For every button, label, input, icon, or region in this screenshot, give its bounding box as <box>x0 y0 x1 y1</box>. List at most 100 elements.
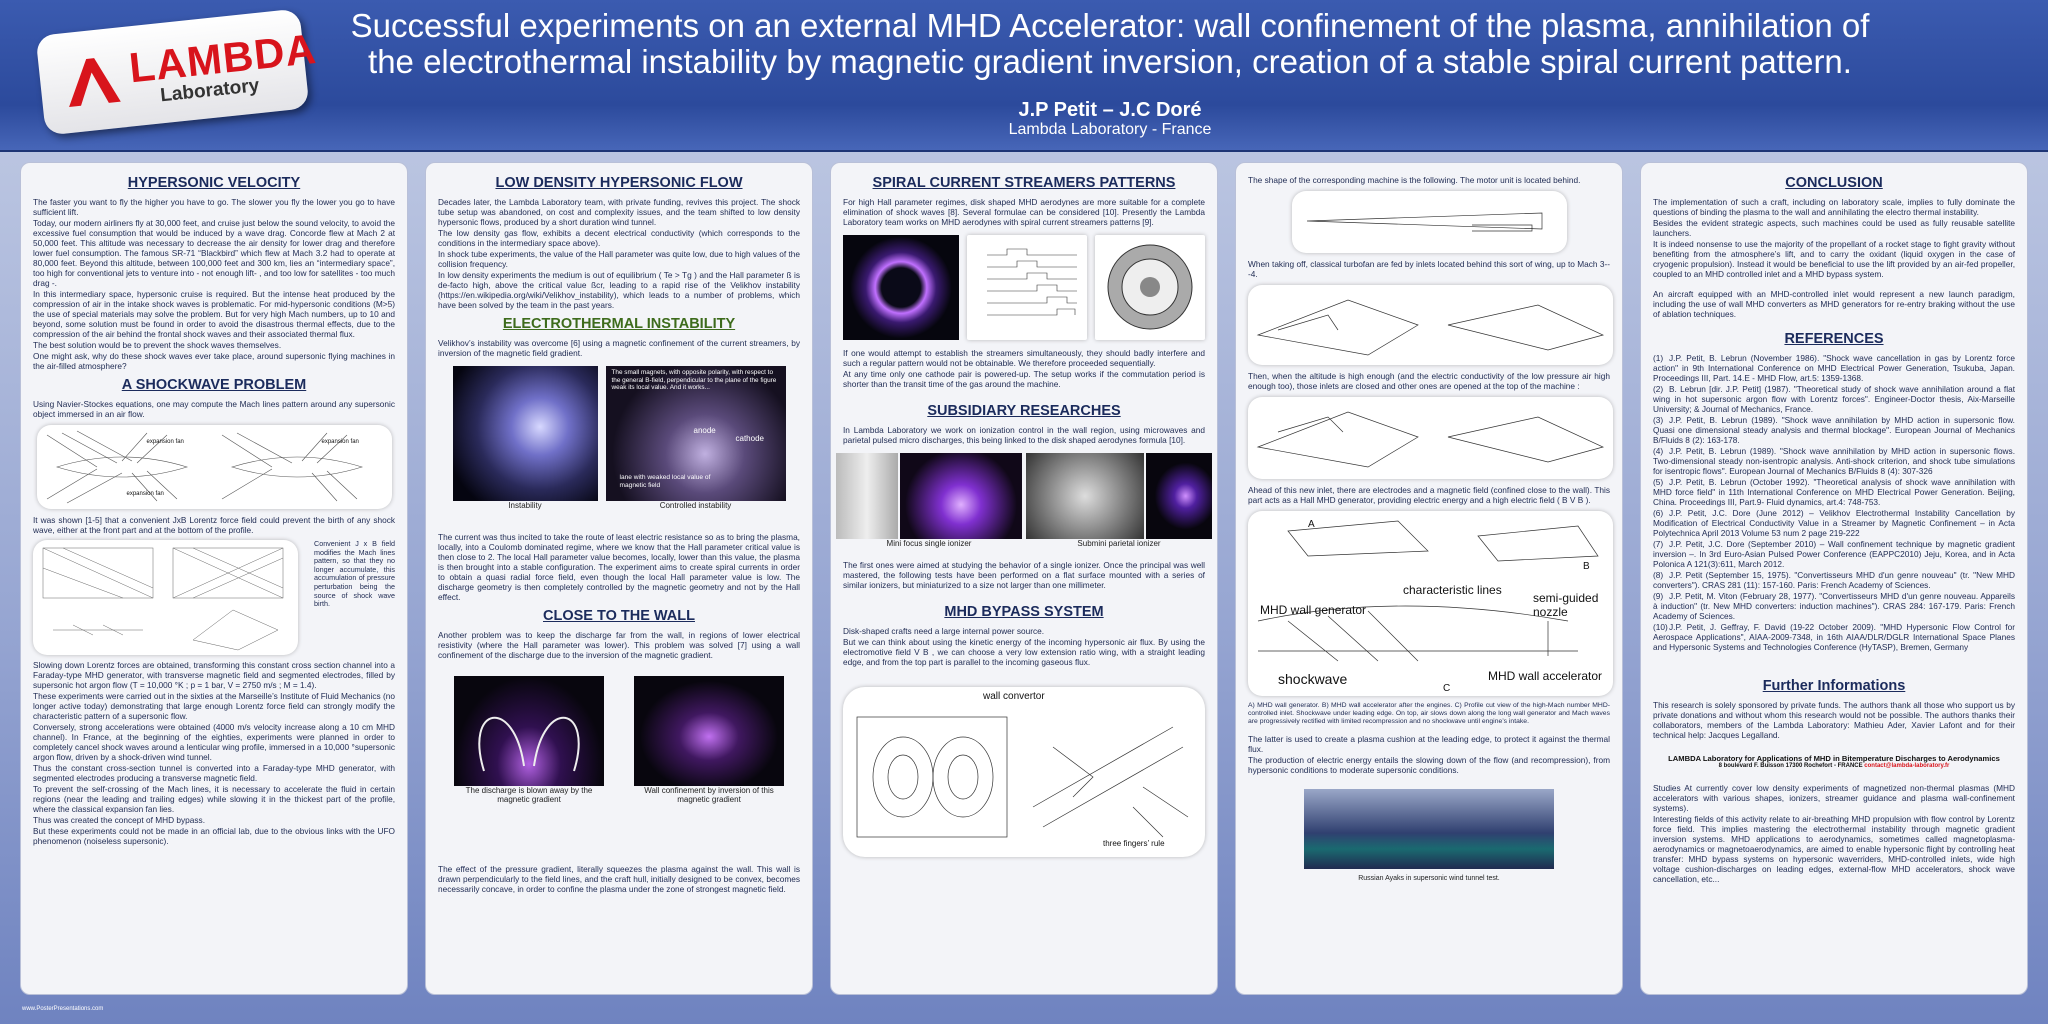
figure: The small magnets, with opposite polarit… <box>605 366 786 510</box>
paragraph: But we can think about using the kinetic… <box>843 637 1205 667</box>
reference-text: J.P. Petit, J.C. Dore (June 2012) – Veli… <box>1653 508 2015 538</box>
reference: (8) J.P. Petit (September 15, 1975). "Con… <box>1653 570 2015 590</box>
heading: A SHOCKWAVE PROBLEM <box>121 377 307 393</box>
figure-drawing <box>987 248 1077 316</box>
caption: Submini parietal ionizer <box>1077 539 1161 548</box>
photo <box>843 235 959 340</box>
heading: SPIRAL CURRENT STREAMERS PATTERNS <box>872 175 1176 191</box>
reference-text: B. Lebrun [dir. J.P. Petit] (1987). "The… <box>1653 384 2015 414</box>
reference-number: (8) <box>1653 570 1664 580</box>
logo-mark <box>69 58 121 108</box>
reference-number: (7) <box>1653 539 1664 549</box>
address: 8 boulevard F. Buisson 17300 Rochefort -… <box>1718 763 1863 769</box>
column: The shape of the corresponding machine i… <box>1235 162 1623 995</box>
paragraph: Besides the evident strategic aspects, s… <box>1653 218 2015 238</box>
figure-label: The small magnets, with opposite polarit… <box>611 369 777 392</box>
figure-drawing <box>1256 411 1605 468</box>
lorentz-figure <box>33 540 298 655</box>
paragraph: But these experiments could not be made … <box>33 826 395 846</box>
reference-number: (3) <box>1653 415 1664 425</box>
figure-drawing <box>46 430 363 504</box>
figure-row: Convenient J x B field modifies the Mach… <box>33 539 395 655</box>
figure-label: B <box>1583 561 1590 572</box>
graphic <box>856 716 1189 838</box>
disk-diagram <box>1095 235 1205 340</box>
paragraph: The faster you want to fly the higher yo… <box>33 197 395 217</box>
paragraph: For high Hall parameter regimes, disk sh… <box>843 197 1205 227</box>
paragraph: Ahead of this new inlet, there are elect… <box>1248 485 1610 505</box>
graphic <box>987 248 1077 316</box>
column: CONCLUSION The implementation of such a … <box>1640 162 2028 995</box>
figure: Instability <box>452 366 598 510</box>
paragraph: If one would attempt to establish the st… <box>843 348 1205 368</box>
reference: (5) J.P. Petit, B. Lebrun (October 1992).… <box>1653 477 2015 507</box>
paragraph: Today, our modern airliners fly at 30,00… <box>33 218 395 288</box>
paragraph: One might ask, why do these shock waves … <box>33 351 395 371</box>
graphic <box>46 430 177 504</box>
figure: Submini parietal ionizer <box>1026 453 1212 548</box>
heading: CLOSE TO THE WALL <box>543 608 695 624</box>
graphic <box>1256 411 1605 468</box>
figure-drawing <box>1256 299 1605 356</box>
reference-number: (4) <box>1653 446 1664 456</box>
paragraph: This research is solely sponsored by pri… <box>1653 700 2015 740</box>
reference-number: (9) <box>1653 591 1664 601</box>
graphic <box>1140 277 1160 297</box>
figure-label: MHD wall accelerator <box>1488 669 1603 683</box>
footer: www.PosterPresentations.com <box>22 1006 104 1012</box>
caption: Mini focus single ionizer <box>886 539 972 548</box>
graphic <box>1256 299 1605 356</box>
graphic <box>1257 605 1578 662</box>
graphic <box>69 58 121 108</box>
reference-number: (5) <box>1653 477 1664 487</box>
title: Successful experiments on an external MH… <box>350 7 1870 80</box>
paragraph: Studies At currently cover low density e… <box>1653 783 2015 813</box>
paragraph: The current was thus incited to take the… <box>438 532 800 602</box>
graphic <box>1306 212 1542 232</box>
photo <box>454 676 604 786</box>
figure: Mini focus single ionizer <box>836 453 1022 548</box>
graphic <box>987 248 1077 316</box>
paragraph: Convenient J x B field modifies the Mach… <box>314 539 395 609</box>
figure-drawing <box>42 547 284 651</box>
graphic <box>1256 299 1605 356</box>
reference-text: J.P. Petit, B. Lebrun (October 1992). "T… <box>1653 477 2015 507</box>
figure-label: characteristic lines <box>1403 583 1502 597</box>
figure-label: cathode <box>735 434 764 443</box>
caption: The discharge is blown away by the magne… <box>465 786 593 804</box>
caption: Russian Ayaks in supersonic wind tunnel … <box>1358 875 1500 882</box>
reference: (9) J.P. Petit, M. Viton (February 28, 19… <box>1653 591 2015 621</box>
paragraph: The effect of the pressure gradient, lit… <box>438 864 800 894</box>
reference-list: (1) J.P. Petit, B. Lebrun (November 1986)… <box>1653 353 2015 652</box>
figure-label: A <box>1308 519 1315 530</box>
lab-name: LAMBDA Laboratory for Applications of MH… <box>1668 754 2000 763</box>
figure: The discharge is blown away by the magne… <box>454 676 604 804</box>
paragraph: A) MHD wall generator. B) MHD wall accel… <box>1248 702 1610 725</box>
photo <box>836 453 898 539</box>
caption: Wall confinement by inversion of this ma… <box>644 786 774 804</box>
figure-drawing <box>1107 244 1193 330</box>
heading: Further Informations <box>1762 678 1906 694</box>
graphic <box>230 456 363 478</box>
header: LAMBDA Laboratory Successful experiments… <box>0 0 2048 152</box>
paragraph: These experiments were carried out in th… <box>33 691 395 721</box>
paragraph: Velikhov’s instability was overcome [6] … <box>438 338 800 358</box>
graphic <box>887 754 919 800</box>
figure-label: three fingers’ rule <box>1103 839 1165 848</box>
graphic <box>192 609 279 651</box>
email[interactable]: contact@lambda-laboratory.fr <box>1864 763 1950 769</box>
figure-drawing <box>856 716 1189 838</box>
heading: MHD BYPASS SYSTEM <box>944 604 1104 620</box>
graphic <box>836 453 1022 539</box>
timing-diagram <box>967 235 1087 340</box>
paragraph: In shock tube experiments, the value of … <box>438 249 800 269</box>
figure-label: MHD wall generator <box>1260 603 1367 617</box>
reference: (2) B. Lebrun [dir. J.P. Petit] (1987). "… <box>1653 384 2015 414</box>
reference-number: (1) <box>1653 353 1664 363</box>
figure-label: expansion fan <box>321 439 359 445</box>
bypass-figure: wall convertor three fingers’ rule <box>843 687 1205 857</box>
photo <box>634 676 784 786</box>
paragraph: It was shown [1-5] that a convenient JxB… <box>33 515 395 535</box>
paragraph: In this intermediary space, hypersonic c… <box>33 289 395 339</box>
photo: The small magnets, with opposite polarit… <box>605 366 786 501</box>
